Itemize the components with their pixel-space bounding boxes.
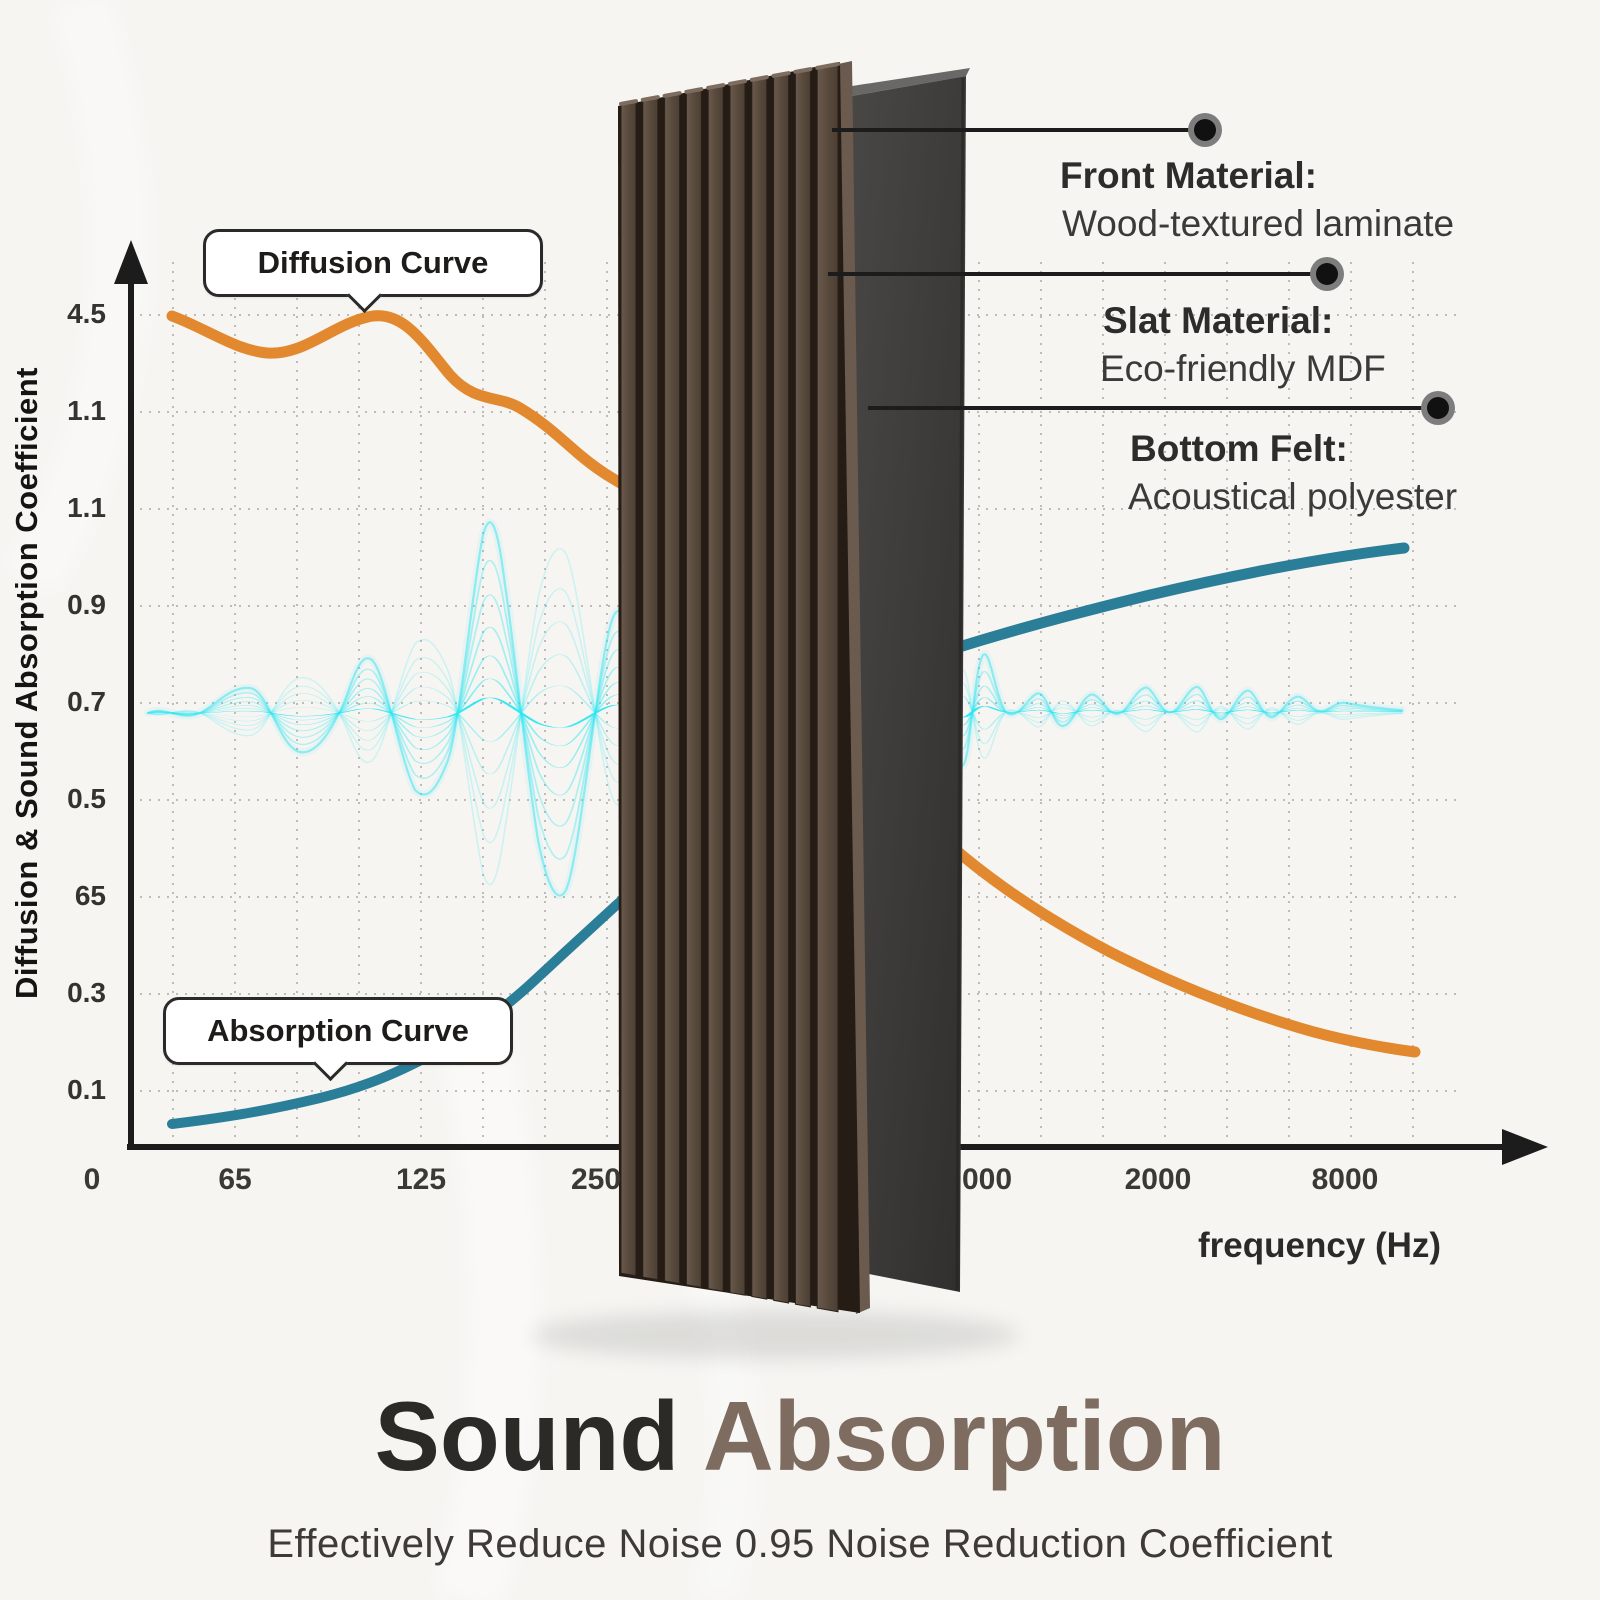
y-tick-1-1b: 1.1 xyxy=(67,492,106,523)
x-tick-65: 65 xyxy=(218,1163,252,1196)
diffusion-curve-bubble: Diffusion Curve xyxy=(203,229,543,314)
panel-shadow xyxy=(530,1311,1020,1359)
slats xyxy=(620,63,839,1313)
footer-subtitle: Effectively Reduce Noise 0.95 Noise Redu… xyxy=(267,1522,1333,1566)
x-tick-250: 250 xyxy=(570,1163,622,1196)
slat-panel xyxy=(618,61,870,1314)
callout-slat-material-desc: Eco-friendly MDF xyxy=(1100,348,1386,389)
y-tick-1-1a: 1.1 xyxy=(67,395,106,426)
callout-bottom-felt-title: Bottom Felt: xyxy=(1130,428,1348,469)
diffusion-curve-left xyxy=(166,310,628,490)
diffusion-curve-label: Diffusion Curve xyxy=(257,245,489,280)
y-tick-0-9: 0.9 xyxy=(67,589,106,620)
absorption-curve-bubble: Absorption Curve xyxy=(163,997,513,1082)
felt-panel xyxy=(840,68,970,1292)
x-tick-0: 0 xyxy=(83,1163,101,1196)
footer-title-primary: Sound xyxy=(374,1381,680,1491)
x-tick-2000: 2000 xyxy=(1124,1163,1192,1196)
slat-top-caps xyxy=(619,62,840,106)
background-swooshes xyxy=(4,0,760,1600)
callout-slat-material-title: Slat Material: xyxy=(1103,300,1334,341)
callout-front-material-title: Front Material: xyxy=(1060,155,1317,196)
y-axis-arrow xyxy=(114,240,148,284)
absorption-curve-right xyxy=(950,542,1410,654)
felt-front-face xyxy=(846,76,966,1292)
callout-leaders xyxy=(828,128,1422,410)
footer-title: Sound Absorption xyxy=(0,1380,1600,1493)
felt-edge xyxy=(955,77,965,1291)
x-tick-125: 125 xyxy=(395,1163,447,1196)
x-tick-1000-partial: 000 xyxy=(962,1163,1013,1196)
diffusion-curve-right xyxy=(944,839,1421,1058)
callout-front-material-desc: Wood-textured laminate xyxy=(1062,203,1455,244)
x-axis-title: frequency (Hz) xyxy=(1198,1226,1442,1265)
slat-side-face xyxy=(838,61,870,1314)
y-tick-0-7: 0.7 xyxy=(67,686,106,717)
callout-dots xyxy=(1188,113,1455,425)
y-tick-0-3: 0.3 xyxy=(67,977,106,1008)
footer-title-secondary: Absorption xyxy=(702,1381,1226,1491)
callout-bottom-felt-desc: Acoustical polyester xyxy=(1128,476,1458,517)
y-tick-65: 65 xyxy=(74,880,106,911)
y-tick-0-1: 0.1 xyxy=(67,1074,106,1105)
absorption-curve-label: Absorption Curve xyxy=(207,1013,469,1048)
y-tick-0-5: 0.5 xyxy=(67,783,106,814)
x-tick-8000: 8000 xyxy=(1311,1163,1379,1196)
x-axis-arrow xyxy=(1502,1129,1548,1165)
y-tick-4-5: 4.5 xyxy=(67,298,106,329)
felt-top-face xyxy=(840,68,970,101)
